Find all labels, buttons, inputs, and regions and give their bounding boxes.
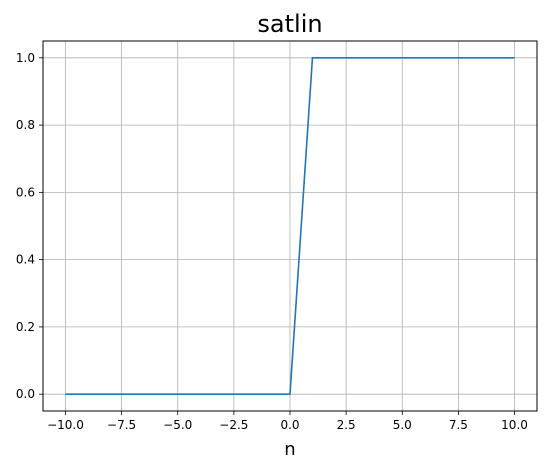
grid (43, 41, 537, 411)
x-tick-label: 0.0 (280, 418, 299, 432)
y-tick-label: 0.4 (16, 253, 35, 267)
x-tick-label: 10.0 (501, 418, 528, 432)
series-layer (65, 57, 515, 395)
y-tick-label: 1.0 (16, 51, 35, 65)
y-axis: 0.0 0.2 0.4 0.6 0.8 1.0 (16, 51, 43, 401)
series-line (65, 57, 515, 395)
y-tick-label: 0.0 (16, 387, 35, 401)
x-tick-label: −2.5 (219, 418, 248, 432)
y-tick-label: 0.2 (16, 320, 35, 334)
y-tick-label: 0.6 (16, 185, 35, 199)
x-tick-label: 5.0 (393, 418, 412, 432)
x-tick-label: −7.5 (107, 418, 136, 432)
x-axis: −10.0 −7.5 −5.0 −2.5 0.0 2.5 5.0 7.5 10.0 (47, 411, 528, 432)
x-axis-label: n (284, 439, 295, 460)
x-tick-label: 7.5 (449, 418, 468, 432)
y-tick-label: 0.8 (16, 118, 35, 132)
x-tick-label: −5.0 (163, 418, 192, 432)
x-tick-label: −10.0 (47, 418, 84, 432)
chart-title: satlin (257, 10, 322, 38)
x-tick-label: 2.5 (337, 418, 356, 432)
